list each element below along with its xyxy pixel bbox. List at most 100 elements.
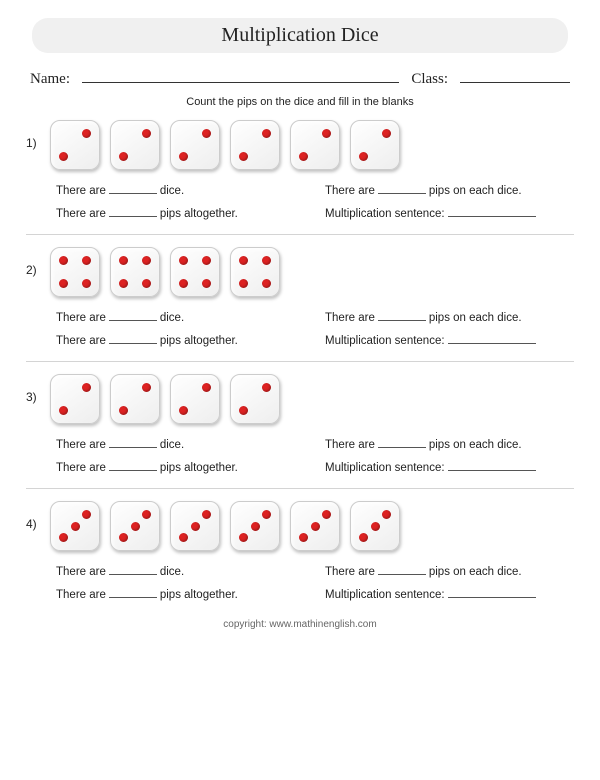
pip [311,522,320,531]
class-label: Class: [411,71,448,88]
name-blank[interactable] [82,69,399,83]
pip [239,533,248,542]
pip [82,256,91,265]
pip [251,522,260,531]
problem-number: 3) [26,372,50,404]
pip [142,256,151,265]
line-dice-count: There aredice. [56,184,305,197]
die [230,120,280,170]
pip [299,533,308,542]
pip [59,152,68,161]
die [110,120,160,170]
answer-blank[interactable] [109,438,157,448]
die [230,374,280,424]
die [110,374,160,424]
answer-blank[interactable] [109,311,157,321]
answer-blank[interactable] [378,184,426,194]
pip [59,279,68,288]
answer-blank[interactable] [378,311,426,321]
problem: 4) There aredice.There arepips on each di… [24,499,576,609]
pip [191,522,200,531]
line-pips-each: There arepips on each dice. [325,438,574,451]
answer-blank[interactable] [378,438,426,448]
pip [239,406,248,415]
pip [262,129,271,138]
pip [142,510,151,519]
line-mult-sentence: Multiplication sentence: [325,588,574,601]
pip [59,256,68,265]
answer-blank[interactable] [448,334,536,344]
line-dice-count: There aredice. [56,438,305,451]
worksheet-title-bar: Multiplication Dice [32,18,568,53]
pip [119,533,128,542]
answers-grid: There aredice.There arepips on each dice… [26,174,574,228]
pip [179,256,188,265]
pip [371,522,380,531]
pip [131,522,140,531]
pip [322,129,331,138]
problem-divider [26,234,574,235]
pip [202,383,211,392]
answer-blank[interactable] [448,461,536,471]
instructions-text: Count the pips on the dice and fill in t… [24,96,576,108]
die [110,247,160,297]
answer-blank[interactable] [109,461,157,471]
copyright-text: copyright: www.mathinenglish.com [24,619,576,630]
answer-blank[interactable] [448,207,536,217]
pip [59,533,68,542]
line-mult-sentence: Multiplication sentence: [325,334,574,347]
pip [142,129,151,138]
dice-row [50,499,400,555]
pip [202,129,211,138]
line-pips-total: There arepips altogether. [56,334,305,347]
pip [142,279,151,288]
problem-divider [26,361,574,362]
problem-number: 2) [26,245,50,277]
pip [119,152,128,161]
line-mult-sentence: Multiplication sentence: [325,207,574,220]
die [50,501,100,551]
answers-grid: There aredice.There arepips on each dice… [26,301,574,355]
pip [82,383,91,392]
answers-grid: There aredice. There arepips on each dice… [26,428,574,482]
die [170,247,220,297]
problems-container: 1)There aredice.There arepips on each di… [24,118,576,609]
problem-divider [26,488,574,489]
dice-row [50,245,280,301]
pip [202,279,211,288]
pip [179,279,188,288]
die [170,501,220,551]
pip [179,533,188,542]
line-pips-total: There arepips altogether. [56,461,305,474]
pip [59,406,68,415]
name-class-row: Name: Class: [24,69,576,88]
pip [142,383,151,392]
pip [262,256,271,265]
answer-blank[interactable] [109,334,157,344]
answer-blank[interactable] [109,207,157,217]
pip [322,510,331,519]
answer-blank[interactable] [378,565,426,575]
die [350,501,400,551]
answer-blank[interactable] [109,588,157,598]
die [50,374,100,424]
die [170,120,220,170]
line-pips-total: There arepips altogether. [56,588,305,601]
pip [359,152,368,161]
class-blank[interactable] [460,69,570,83]
pip [119,256,128,265]
problem-number: 4) [26,499,50,531]
answer-blank[interactable] [448,588,536,598]
answer-blank[interactable] [109,565,157,575]
problem: 1)There aredice.There arepips on each di… [24,118,576,235]
die [110,501,160,551]
name-label: Name: [30,71,70,88]
dice-row [50,118,400,174]
pip [262,383,271,392]
line-mult-sentence: Multiplication sentence: [325,461,574,474]
pip [239,279,248,288]
answers-grid: There aredice.There arepips on each dice… [26,555,574,609]
die [230,501,280,551]
die [230,247,280,297]
answer-blank[interactable] [109,184,157,194]
